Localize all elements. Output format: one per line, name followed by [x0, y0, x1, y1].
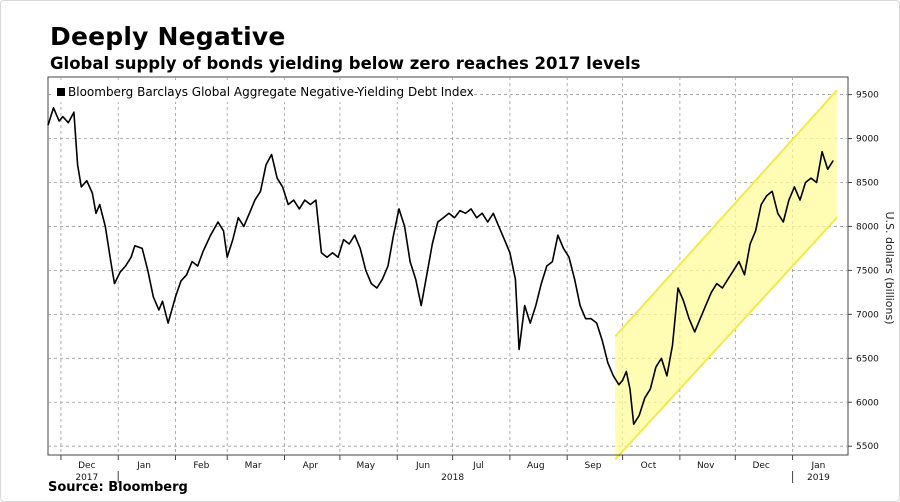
source-note: Source: Bloomberg [48, 480, 188, 495]
y-axis-label: U.S. dollars (billions) [883, 211, 896, 324]
y-tick-label: 7000 [856, 310, 879, 320]
x-tick-label: Apr [303, 461, 319, 471]
y-tick-label: 8500 [856, 178, 879, 188]
legend-label: Bloomberg Barclays Global Aggregate Nega… [68, 85, 474, 99]
series-layer [47, 107, 834, 425]
series-line [47, 107, 834, 425]
x-tick-label: Jan [811, 461, 826, 471]
x-tick-label: Dec [752, 461, 769, 471]
y-tick-label: 9500 [856, 91, 879, 101]
y-tick-label: 8000 [856, 222, 879, 232]
trend-channel [614, 89, 838, 461]
year-label: 2019 [807, 473, 830, 483]
x-tick-label: Oct [641, 461, 657, 471]
x-tick-label: Jul [472, 461, 484, 471]
x-tick-label: Sep [585, 461, 602, 471]
y-tick-label: 5500 [856, 442, 879, 452]
y-tick-label: 7500 [856, 266, 879, 276]
x-tick-label: Dec [78, 461, 95, 471]
legend-marker [57, 88, 65, 96]
x-tick-label: Aug [527, 461, 545, 471]
x-tick-label: Feb [193, 461, 209, 471]
year-label: 2018 [441, 473, 464, 483]
y-axis: 5500 6000 6500 7000 7500 8000 8500 9000 9500 [848, 91, 879, 452]
x-tick-label: Jan [136, 461, 151, 471]
chart-title: Deeply Negative [50, 22, 286, 51]
x-tick-label: Nov [697, 461, 715, 471]
x-tick-label: May [356, 461, 375, 471]
legend: Bloomberg Barclays Global Aggregate Nega… [52, 82, 474, 102]
chart-subtitle: Global supply of bonds yielding below ze… [50, 54, 641, 73]
x-tick-label: Jun [415, 461, 430, 471]
channel-upper-line [614, 89, 838, 337]
legend-box [52, 82, 472, 102]
year-label: 2017 [75, 473, 98, 483]
channel-lower-line [614, 216, 838, 461]
x-axis: Dec Jan Feb Mar Apr May Jun Jul Aug Sep Oct Nov Dec J… [48, 454, 848, 483]
x-tick-label: Mar [245, 461, 262, 471]
y-tick-label: 9000 [856, 135, 879, 145]
y-tick-label: 6500 [856, 354, 879, 364]
y-tick-label: 6000 [856, 398, 879, 408]
channel-band [615, 90, 837, 460]
